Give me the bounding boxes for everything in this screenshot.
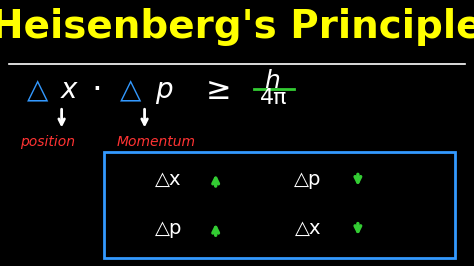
Text: △: △: [119, 76, 141, 105]
Text: Momentum: Momentum: [117, 135, 196, 149]
Text: h: h: [264, 69, 281, 93]
Text: p: p: [155, 76, 173, 105]
Text: ≥: ≥: [205, 76, 231, 105]
Text: ·: ·: [92, 74, 102, 107]
Text: △p: △p: [155, 219, 182, 238]
Text: △x: △x: [155, 170, 182, 189]
Text: 4π: 4π: [260, 88, 288, 109]
Bar: [104, 152, 455, 258]
Text: Heisenberg's Principle: Heisenberg's Principle: [0, 8, 474, 46]
Text: x: x: [61, 76, 77, 105]
Text: position: position: [20, 135, 75, 149]
Text: △x: △x: [295, 219, 321, 238]
Text: △p: △p: [294, 170, 322, 189]
Text: △: △: [27, 76, 49, 105]
